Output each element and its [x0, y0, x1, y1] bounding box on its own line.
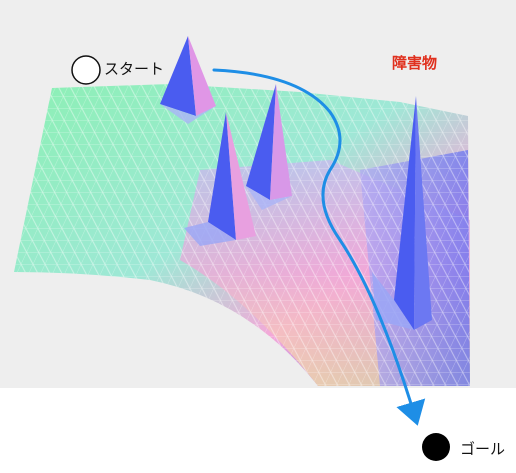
path-arrow [212, 68, 426, 426]
start-marker [71, 55, 101, 85]
obstacle-label: 障害物 [392, 54, 438, 72]
peak-obstacle-right [372, 96, 432, 330]
peak-start [160, 36, 216, 124]
goal-label: ゴール [460, 440, 506, 458]
goal-marker [422, 433, 450, 461]
peak-middle-left [184, 112, 256, 246]
peak-middle-right [246, 84, 292, 210]
start-label: スタート [104, 60, 165, 78]
